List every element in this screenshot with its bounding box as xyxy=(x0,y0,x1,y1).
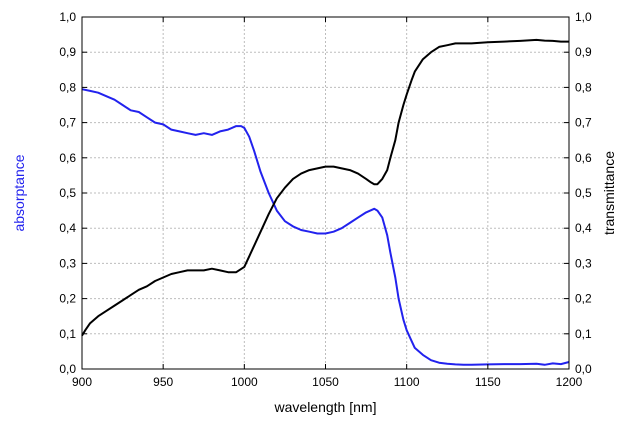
left-y-axis-title: absorptance xyxy=(11,154,27,231)
right-y-tick-label: 0,6 xyxy=(575,151,592,165)
left-y-tick-label: 0,1 xyxy=(59,327,76,341)
right-y-tick-label: 0,9 xyxy=(575,45,592,59)
x-tick-label: 1000 xyxy=(231,375,258,389)
left-y-tick-label: 0,2 xyxy=(59,292,76,306)
x-tick-label: 1200 xyxy=(556,375,583,389)
left-y-tick-label: 0,3 xyxy=(59,256,76,270)
transmittance-line xyxy=(81,38,569,337)
right-y-tick-label: 0,2 xyxy=(575,292,592,306)
left-y-tick-label: 0,6 xyxy=(59,151,76,165)
left-y-tick-label: 0,9 xyxy=(59,45,76,59)
right-y-tick-label: 0,4 xyxy=(575,221,592,235)
right-y-tick-label: 1,0 xyxy=(575,10,592,24)
x-tick-label: 1150 xyxy=(475,375,501,389)
right-y-tick-label: 0,5 xyxy=(575,186,592,200)
left-y-tick-label: 0,8 xyxy=(59,80,76,94)
x-tick-label: 1100 xyxy=(394,375,420,389)
right-y-tick-label: 0,1 xyxy=(575,327,592,341)
right-y-tick-label: 0,0 xyxy=(575,362,592,376)
left-y-tick-label: 0,0 xyxy=(59,362,76,376)
x-tick-label: 950 xyxy=(153,375,173,389)
absorptance-line xyxy=(81,88,570,366)
right-y-tick-label: 0,3 xyxy=(575,256,592,270)
x-tick-label: 900 xyxy=(72,375,92,389)
x-tick-label: 1050 xyxy=(312,375,339,389)
left-y-tick-label: 1,0 xyxy=(59,10,76,24)
left-y-tick-label: 0,7 xyxy=(59,116,76,130)
right-y-axis-title: transmittance xyxy=(601,151,617,235)
right-y-tick-label: 0,8 xyxy=(575,80,592,94)
x-axis-title: wavelength [nm] xyxy=(274,399,377,415)
left-y-tick-label: 0,5 xyxy=(59,186,76,200)
right-y-tick-label: 0,7 xyxy=(575,116,592,130)
grid xyxy=(82,17,569,369)
left-y-tick-label: 0,4 xyxy=(59,221,76,235)
series-layer xyxy=(81,38,570,366)
